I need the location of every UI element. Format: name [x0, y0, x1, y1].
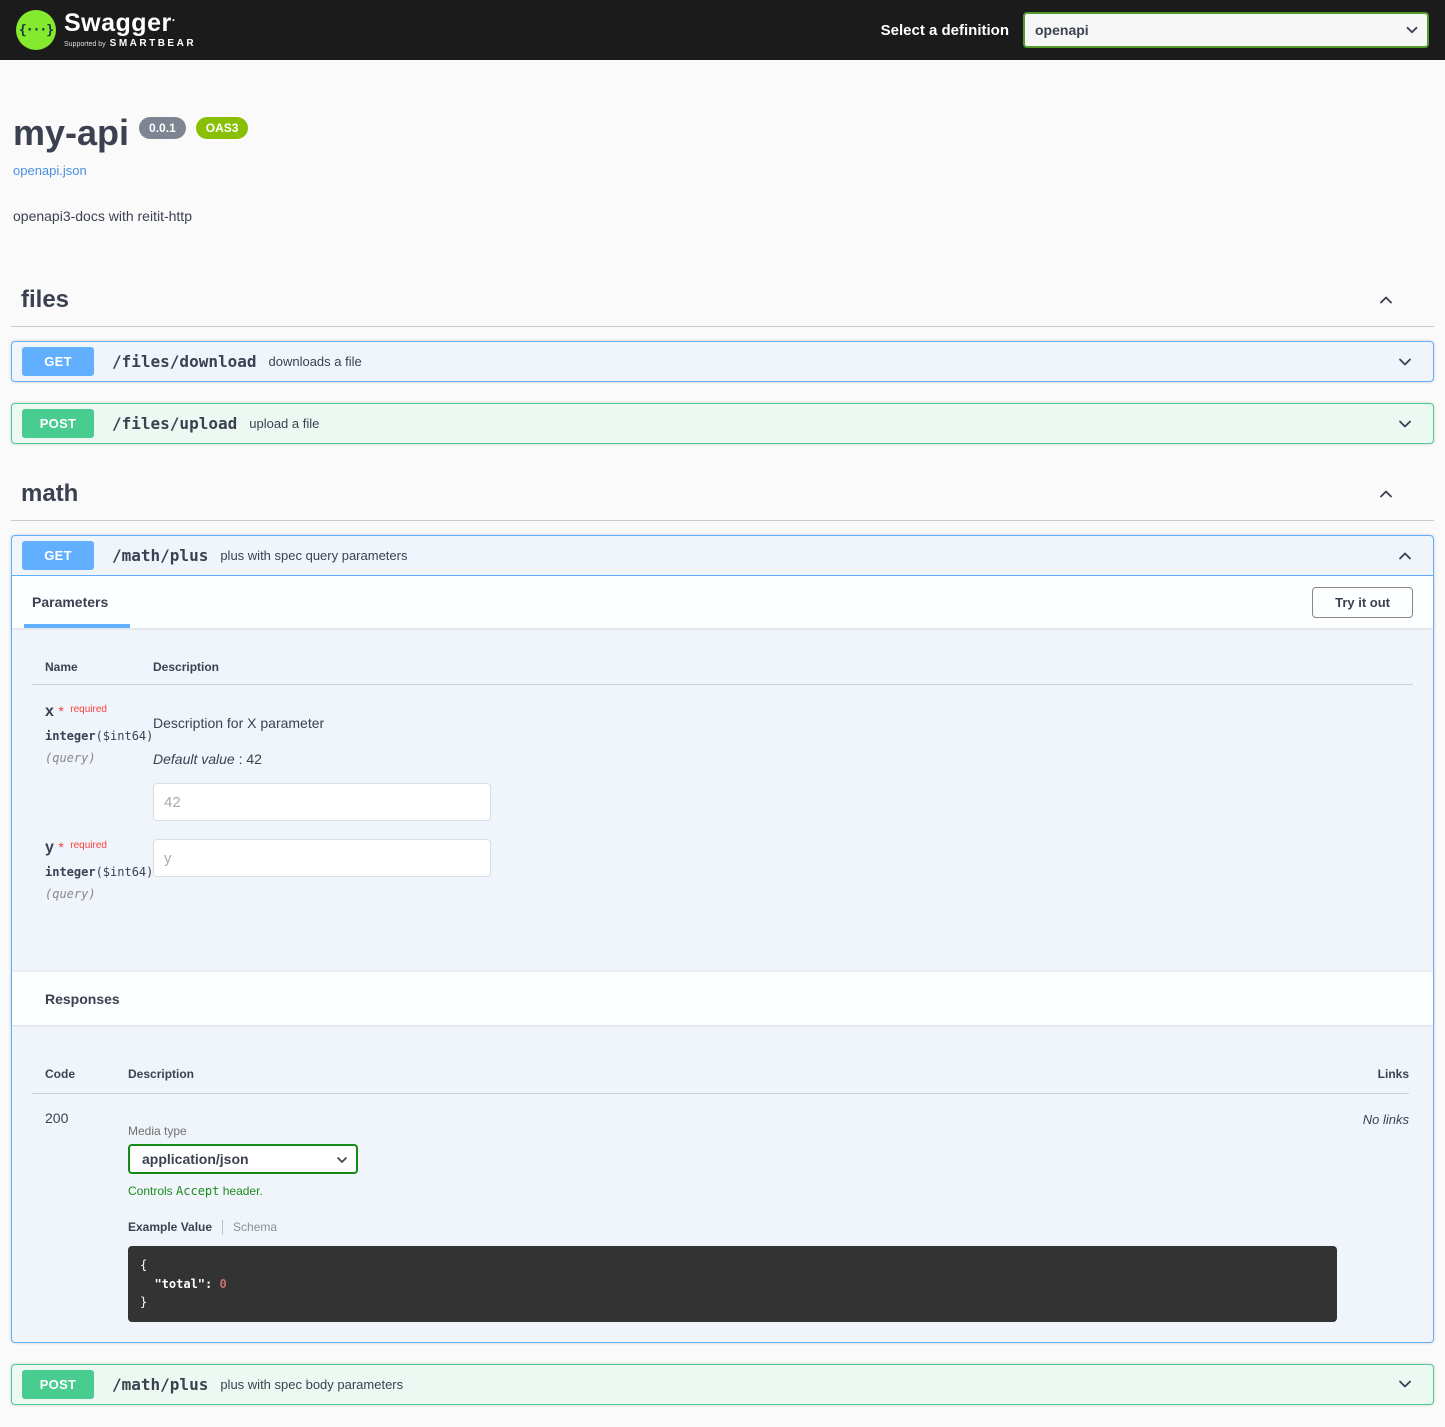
smartbear-wordmark: SMARTBEAR	[109, 38, 197, 49]
param-format: ($int64)	[95, 865, 154, 879]
api-info: my-api 0.0.1 OAS3 openapi.json openapi3-…	[11, 60, 1434, 224]
json-value-total: 0	[219, 1276, 227, 1291]
opblock-post-math-plus: POST /math/plus plus with spec body para…	[11, 1363, 1434, 1405]
topbar: Swagger Supported by SMARTBEAR Select a …	[0, 0, 1445, 60]
required-star: *	[58, 839, 64, 855]
responses-header: Responses	[12, 971, 1433, 1025]
op-path: /files/download	[112, 352, 257, 371]
version-badge: 0.0.1	[139, 117, 186, 139]
chevron-down-icon	[1395, 352, 1415, 372]
expand-operation-button[interactable]	[1395, 414, 1415, 434]
expand-operation-button[interactable]	[1395, 352, 1415, 372]
spec-url-link[interactable]: openapi.json	[13, 163, 87, 178]
col-header-description: Description	[128, 1067, 195, 1081]
col-header-name: Name	[45, 660, 78, 674]
opblock-post-files-upload: POST /files/upload upload a file	[11, 403, 1434, 444]
responses-section: Code Description Links 200 Media type ap…	[12, 1025, 1433, 1342]
param-row-y: y * required integer($int64) (query)	[32, 821, 1413, 901]
tag-section-math: math GET /math/plus plus with spec query…	[11, 480, 1434, 1405]
op-summary-text: plus with spec body parameters	[220, 1376, 404, 1392]
method-badge-post: POST	[22, 1369, 94, 1399]
tab-parameters[interactable]: Parameters	[24, 576, 130, 628]
op-summary-text: plus with spec query parameters	[220, 548, 408, 563]
default-value-label: Default value	[153, 751, 235, 767]
method-badge-get: GET	[22, 541, 94, 570]
collapse-math-button[interactable]	[1376, 484, 1396, 504]
media-type-select[interactable]: application/json	[128, 1144, 358, 1174]
parameters-tab-header: Parameters Try it out	[12, 576, 1433, 628]
param-y-input[interactable]	[153, 839, 491, 877]
param-type: integer	[45, 865, 96, 879]
col-header-description: Description	[153, 660, 220, 674]
default-value: : 42	[238, 751, 262, 767]
chevron-up-icon	[1376, 484, 1396, 504]
page-title: my-api	[13, 112, 130, 153]
opblock-summary[interactable]: POST /files/upload upload a file	[12, 404, 1433, 443]
opblock-summary[interactable]: GET /math/plus plus with spec query para…	[12, 536, 1433, 576]
api-description: openapi3-docs with reitit-http	[13, 208, 192, 224]
opblock-summary[interactable]: GET /files/download downloads a file	[12, 342, 1433, 381]
col-header-links: Links	[1377, 1067, 1409, 1081]
operation-body: Parameters Try it out Name Description	[12, 576, 1433, 1342]
param-location: (query)	[45, 751, 96, 765]
swagger-logo-icon	[16, 10, 56, 50]
opblock-get-files-download: GET /files/download downloads a file	[11, 341, 1434, 382]
collapse-operation-button[interactable]	[1395, 546, 1415, 566]
chevron-down-icon	[1395, 414, 1415, 434]
required-label: required	[70, 840, 107, 851]
chevron-down-icon	[1395, 1374, 1415, 1394]
tab-example-value[interactable]: Example Value	[128, 1220, 213, 1234]
tag-header-files[interactable]: files	[11, 286, 1434, 327]
response-code: 200	[45, 1110, 69, 1126]
param-name-x: x	[45, 703, 54, 720]
media-type-label: Media type	[128, 1124, 187, 1138]
opblock-get-math-plus: GET /math/plus plus with spec query para…	[11, 535, 1434, 1343]
op-summary-text: downloads a file	[268, 354, 362, 369]
accept-header-note: Controls Accept header.	[128, 1184, 263, 1198]
example-value-code-block: { "total": 0 }	[128, 1246, 1337, 1322]
swagger-wordmark: Swagger	[64, 11, 196, 36]
param-location: (query)	[45, 887, 96, 901]
tag-header-math[interactable]: math	[11, 480, 1434, 521]
chevron-up-icon	[1376, 290, 1396, 310]
method-badge-post: POST	[22, 409, 94, 438]
required-label: required	[70, 704, 107, 715]
responses-title: Responses	[45, 990, 120, 1007]
expand-operation-button[interactable]	[1395, 1374, 1415, 1394]
param-type: integer	[45, 729, 96, 743]
parameters-section: Name Description x * required	[12, 628, 1433, 971]
param-x-input[interactable]	[153, 783, 491, 821]
select-definition-label: Select a definition	[880, 21, 1009, 39]
try-it-out-button[interactable]: Try it out	[1312, 586, 1413, 618]
tab-schema[interactable]: Schema	[222, 1220, 277, 1234]
swagger-logo: Swagger Supported by SMARTBEAR	[16, 10, 196, 50]
param-row-x: x * required integer($int64) (query)	[32, 685, 1413, 821]
chevron-up-icon	[1395, 546, 1415, 566]
oas3-badge: OAS3	[195, 117, 249, 139]
col-header-code: Code	[45, 1067, 75, 1081]
collapse-files-button[interactable]	[1376, 290, 1396, 310]
tag-section-files: files GET /files/download downloads a fi…	[11, 286, 1434, 444]
method-badge-get: GET	[22, 347, 94, 376]
op-path: /files/upload	[112, 414, 238, 433]
active-tab-underline	[24, 624, 130, 628]
json-key-total: "total":	[154, 1276, 213, 1291]
opblock-summary[interactable]: POST /math/plus plus with spec body para…	[12, 1365, 1433, 1404]
param-description: Description for X parameter	[153, 715, 325, 731]
parameters-tab-label: Parameters	[32, 594, 109, 610]
op-summary-text: upload a file	[249, 416, 320, 431]
op-path: /math/plus	[112, 546, 209, 565]
param-format: ($int64)	[95, 729, 154, 743]
response-links: No links	[1362, 1112, 1409, 1127]
required-star: *	[58, 703, 64, 719]
response-row-200: 200 Media type application/json Controls…	[32, 1094, 1409, 1322]
tag-name-math: math	[21, 480, 79, 507]
op-path: /math/plus	[112, 1374, 209, 1394]
supported-by-label: Supported by	[64, 41, 106, 48]
param-name-y: y	[45, 839, 54, 856]
tag-name-files: files	[21, 286, 70, 313]
definition-select[interactable]: openapi	[1023, 12, 1429, 48]
